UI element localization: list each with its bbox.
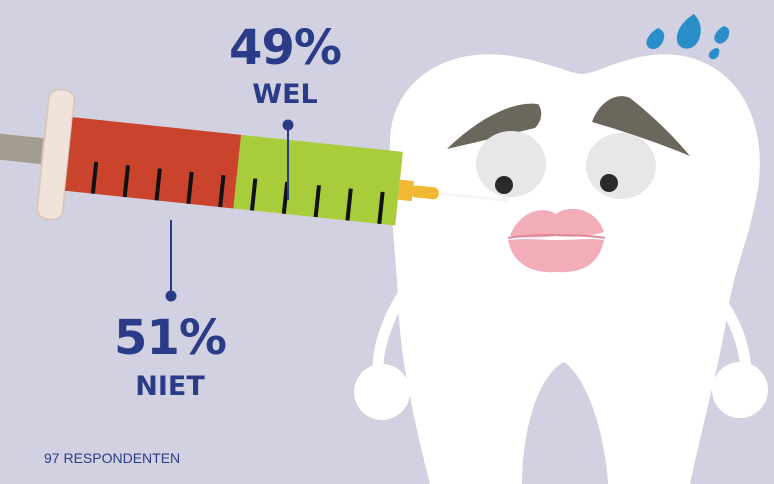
- bar-niet: [65, 117, 242, 209]
- syringe-tick: [313, 185, 321, 218]
- syringe-tick: [218, 175, 226, 208]
- syringe-tick: [186, 171, 194, 204]
- syringe-tick: [345, 188, 353, 221]
- bar-wel: [233, 134, 403, 226]
- value-label-wel: 49%: [229, 20, 342, 76]
- respondents-note: 97 RESPONDENTEN: [44, 450, 181, 466]
- leader-niet: [165, 220, 177, 302]
- leader-wel: [282, 119, 294, 200]
- syringe-tick: [249, 178, 258, 211]
- category-label-wel: WEL: [252, 79, 318, 110]
- syringe-icon: [0, 88, 509, 226]
- category-label-niet: NIET: [135, 371, 205, 402]
- syringe-tick: [90, 161, 99, 194]
- syringe-tick: [154, 168, 162, 201]
- syringe-tick: [377, 191, 385, 224]
- syringe-tick: [122, 164, 131, 198]
- tooth-icon: [354, 54, 768, 484]
- sweat-drops-icon: [646, 14, 730, 60]
- value-label-niet: 51%: [114, 310, 227, 366]
- syringe-tick: [281, 181, 290, 214]
